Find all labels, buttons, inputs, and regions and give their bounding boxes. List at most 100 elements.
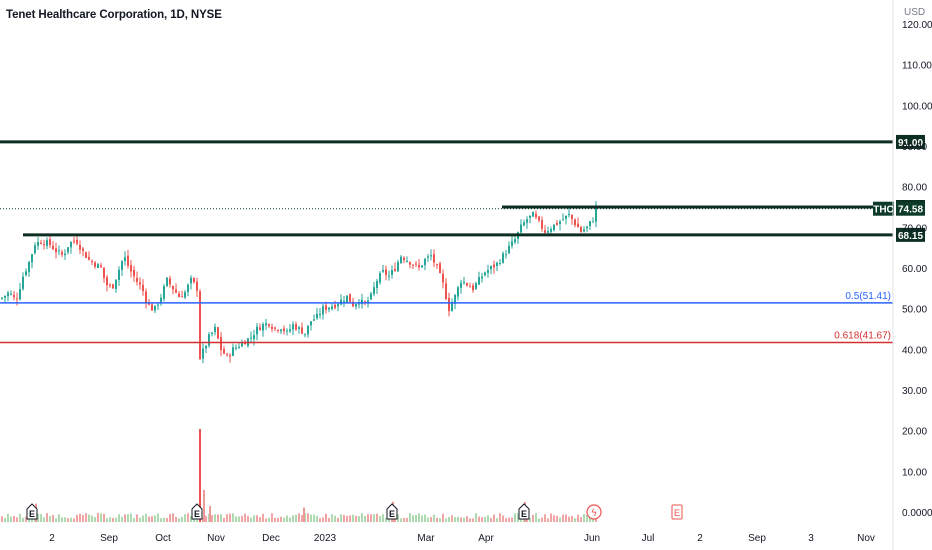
candle-body [514, 239, 516, 243]
candle-body [529, 215, 531, 218]
candle-body [487, 269, 489, 273]
volume-bar [79, 513, 81, 522]
volume-bar [235, 516, 237, 522]
y-tick-label: 100.00 [902, 101, 932, 112]
level-lines: 91.0075.0068.15THC74.580.5(51.41)0.618(4… [0, 134, 925, 344]
y-tick-label: 110.00 [902, 61, 932, 72]
candle-body [205, 345, 207, 349]
y-tick-label: 70.00 [902, 223, 927, 234]
candle-body [574, 219, 576, 226]
y-tick-label: 90.00 [902, 142, 927, 153]
last-price-label: 74.58 [898, 205, 923, 216]
candle-body [331, 306, 333, 309]
volume-bar [463, 517, 465, 522]
candle-body [421, 265, 423, 268]
x-tick-label: Nov [207, 533, 225, 544]
volume-bar [499, 513, 501, 522]
volume-bar [10, 516, 12, 522]
volume-bar [451, 515, 453, 522]
candle-body [568, 213, 570, 216]
y-tick-label: 10.00 [902, 467, 927, 478]
candle-body [586, 226, 588, 229]
candle-body [94, 262, 96, 267]
volume-bar [271, 513, 273, 522]
time-axis: 2 Sep Oct Nov Dec 2023 Mar Apr Jun Jul 2 Sep 3 Nov [49, 533, 875, 544]
volume-bar [328, 517, 330, 522]
x-tick-label: Sep [748, 533, 766, 544]
y-tick-label: 60.00 [902, 264, 927, 275]
volume-bar [505, 518, 507, 522]
volume-bar [403, 517, 405, 522]
volume-bar [181, 517, 183, 522]
candle-body [286, 330, 288, 332]
volume-bar [343, 514, 345, 522]
candle-body [49, 239, 51, 246]
candle-body [73, 240, 75, 242]
candle-body [313, 319, 315, 321]
volume-bar [454, 517, 456, 522]
candle-body [181, 296, 183, 298]
candle-body [16, 298, 18, 300]
candle-body [430, 255, 432, 257]
candle-body [124, 257, 126, 262]
volume-bar [448, 516, 450, 522]
candle-body [439, 263, 441, 274]
volume-bar [250, 517, 252, 522]
volume-bar [85, 513, 87, 522]
x-tick-label: 2023 [314, 533, 337, 544]
candle-body [145, 291, 147, 303]
candle-body [502, 253, 504, 263]
volume-bar [334, 515, 336, 522]
candle-body [472, 285, 474, 291]
candle-body [199, 291, 201, 359]
candle-body [382, 269, 384, 272]
volume-bar [340, 514, 342, 522]
candle-body [496, 262, 498, 267]
volume-bar [265, 518, 267, 522]
candle-body [511, 241, 513, 246]
candle-body [310, 321, 312, 326]
candle-body [427, 256, 429, 258]
candle-body [40, 242, 42, 244]
candle-body [4, 295, 6, 298]
candle-body [202, 348, 204, 359]
candle-body [19, 289, 21, 300]
volume-bar [256, 515, 258, 522]
candle-body [376, 280, 378, 289]
x-tick-label: 2 [697, 533, 703, 544]
candle-body [385, 269, 387, 276]
volume-bar [568, 516, 570, 522]
candle-body [349, 293, 351, 302]
candle-body [457, 287, 459, 297]
volume-bar [487, 515, 489, 522]
volume-bar [553, 515, 555, 522]
volume-bar [586, 515, 588, 522]
volume-bar [217, 514, 219, 522]
y-tick-label: 50.00 [902, 305, 927, 316]
candle-body [31, 254, 33, 263]
y-tick-label: 80.00 [902, 183, 927, 194]
volume-bar [25, 516, 27, 522]
volume-bar [187, 513, 189, 522]
volume-bar [580, 517, 582, 522]
candle-body [229, 355, 231, 357]
volume-bar [511, 517, 513, 522]
candle-body [526, 219, 528, 223]
volume-bar [439, 518, 441, 522]
candle-body [478, 277, 480, 285]
candle-body [400, 256, 402, 263]
volume-bar [508, 517, 510, 522]
candle-body [106, 277, 108, 286]
candle-body [448, 297, 450, 312]
volume-bar [280, 516, 282, 522]
candle-body [361, 299, 363, 305]
earnings-icon [386, 503, 398, 520]
volume-bar [175, 516, 177, 522]
earnings-icon-label: E [521, 509, 527, 519]
volume-bar [310, 514, 312, 522]
candle-body [409, 262, 411, 265]
volume-bar [427, 517, 429, 522]
volume-spike [303, 507, 305, 522]
volume-bar [385, 518, 387, 522]
